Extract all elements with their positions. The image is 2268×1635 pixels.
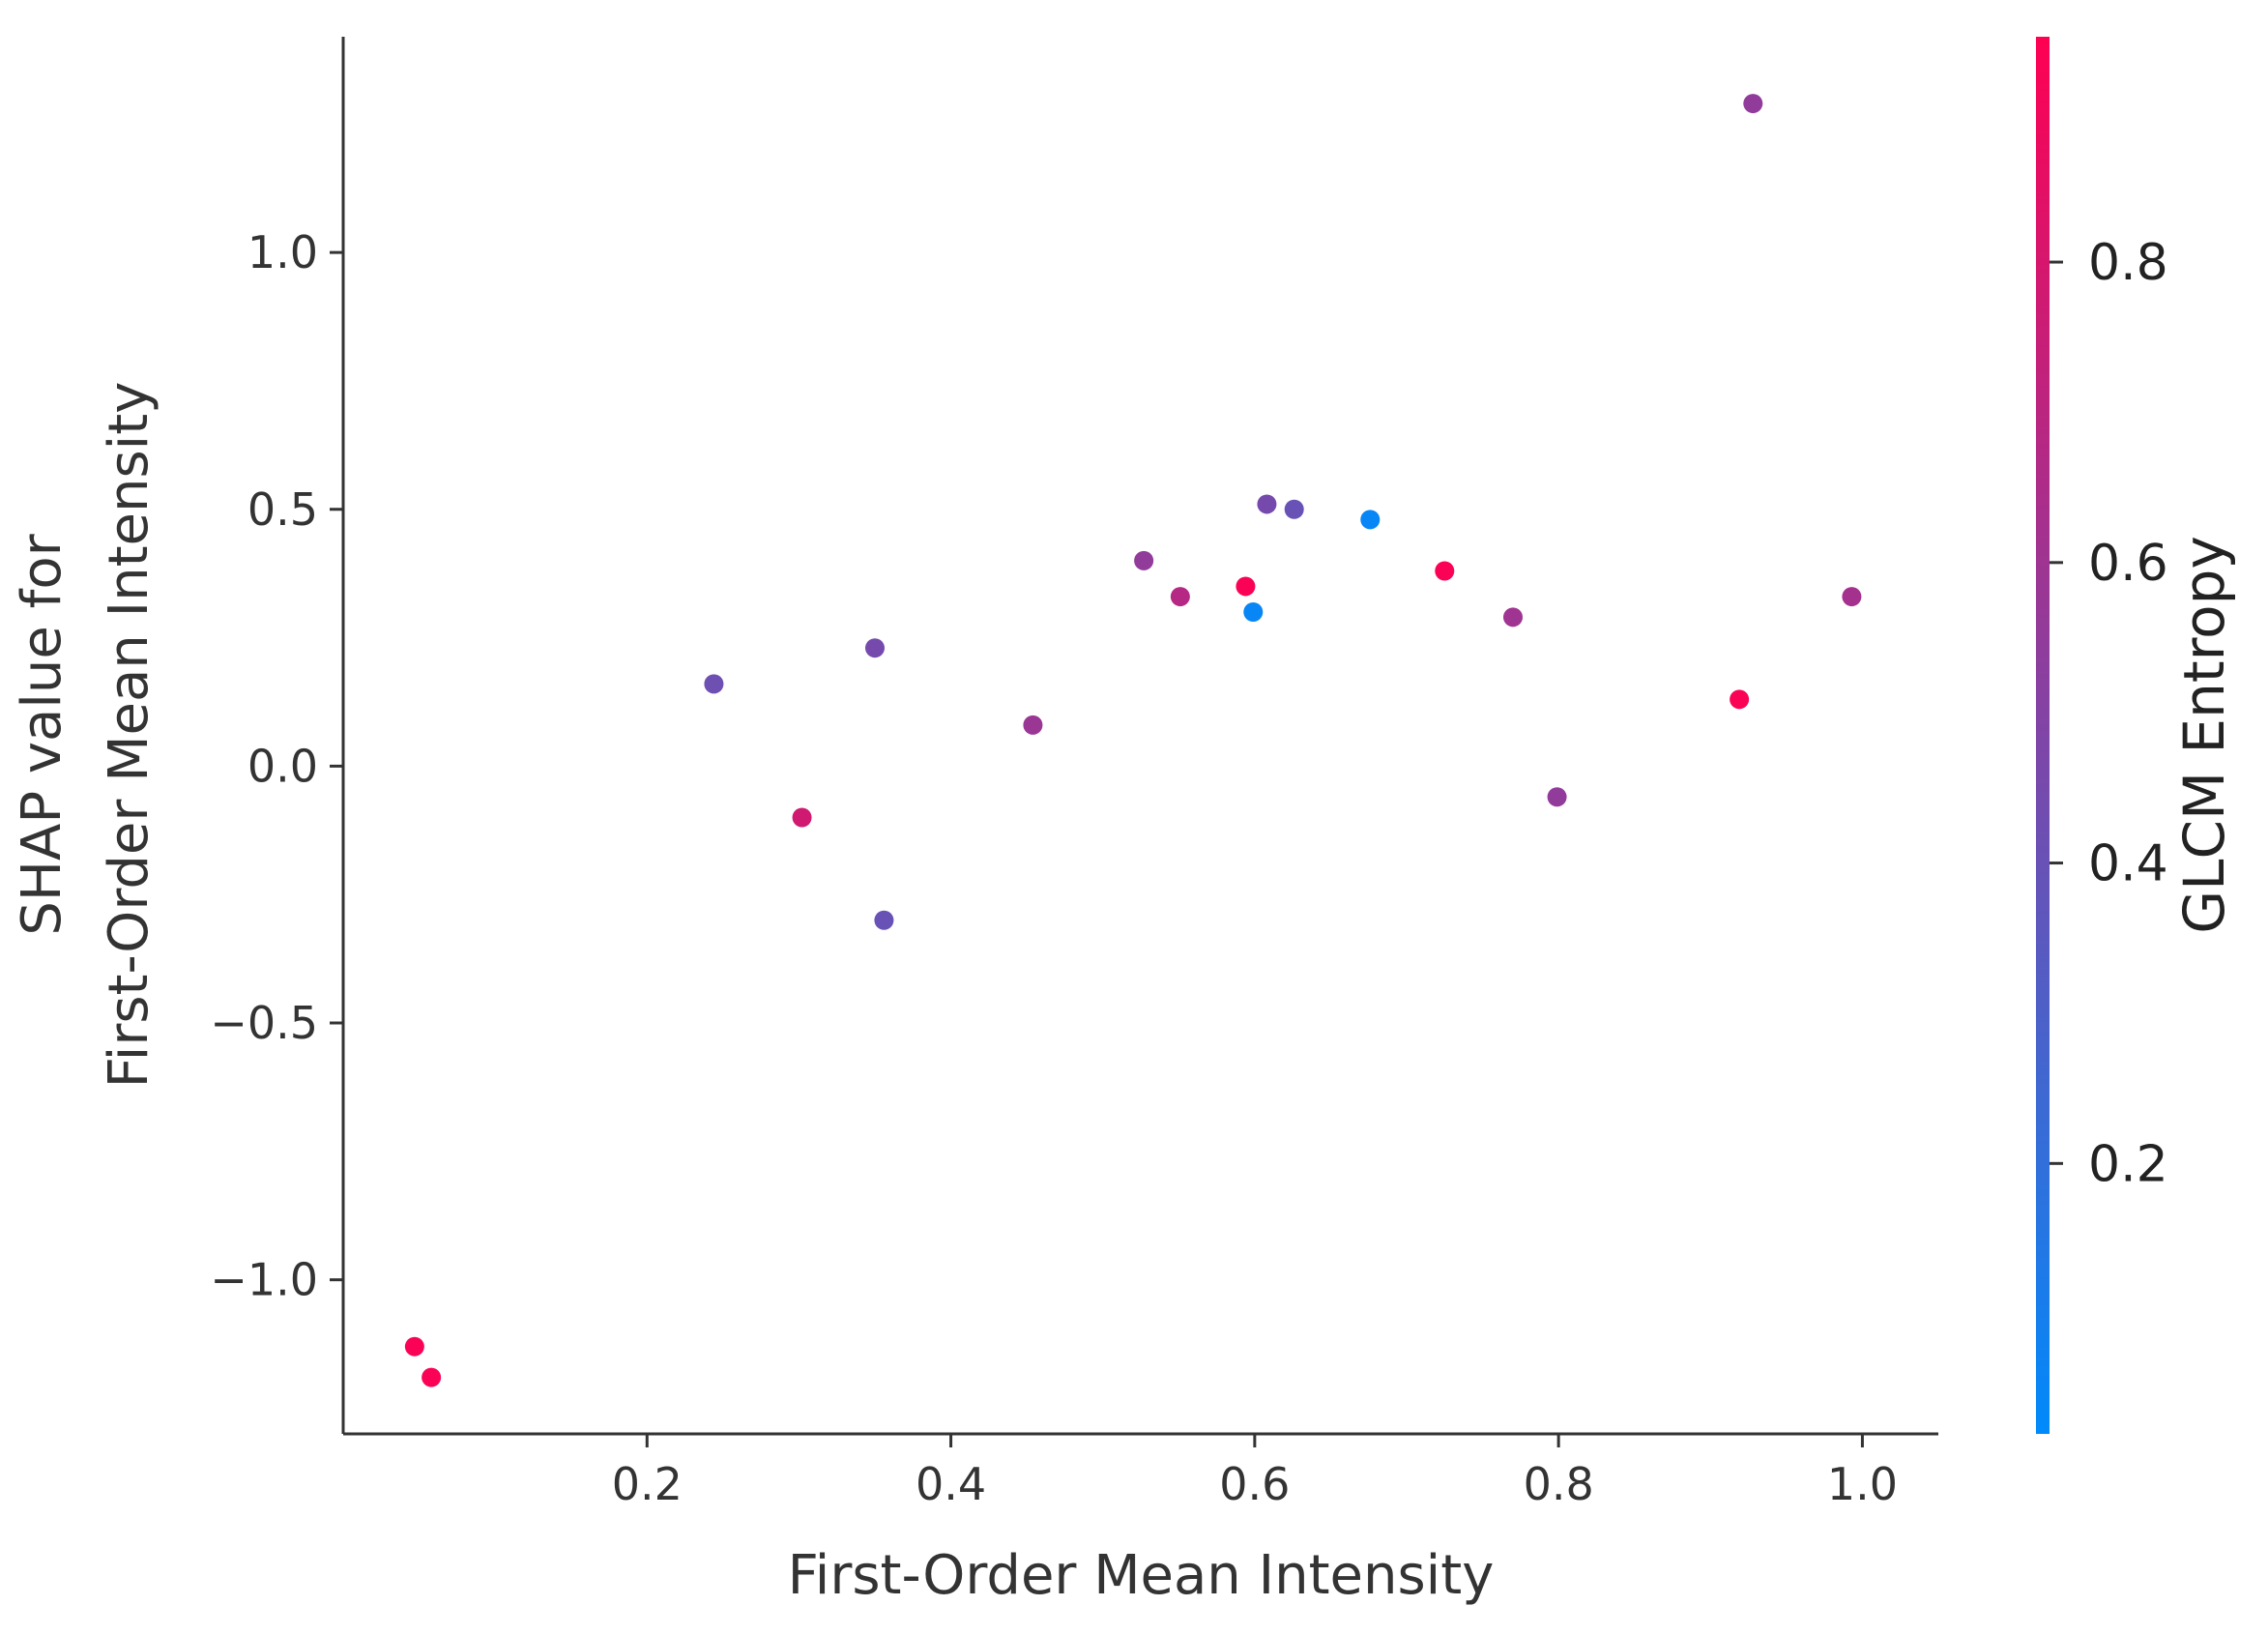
x-tick-label: 1.0 (1827, 1458, 1898, 1510)
scatter-points (404, 94, 1862, 1387)
colorbar-tick-label: 0.6 (2088, 535, 2168, 593)
colorbar-tick-label: 0.2 (2088, 1135, 2168, 1193)
x-axis-ticks: 0.2 0.4 0.6 0.8 1.0 (612, 1434, 1898, 1510)
x-tick-label: 0.6 (1219, 1458, 1290, 1510)
scatter-point (1730, 689, 1750, 710)
scatter-point (792, 807, 812, 828)
y-tick-label: 1.0 (247, 226, 318, 278)
colorbar-ticks: 0.2 0.4 0.6 0.8 (2050, 234, 2168, 1193)
colorbar-tick-label: 0.4 (2088, 835, 2168, 893)
scatter-point (1743, 94, 1763, 114)
scatter-point (1842, 587, 1862, 607)
colorbar-label: GLCM Entropy (2171, 536, 2237, 934)
scatter-point (404, 1336, 424, 1357)
colorbar-tick-label: 0.8 (2088, 234, 2168, 292)
x-axis-label: First-Order Mean Intensity (788, 1544, 1495, 1607)
y-axis-label-line-1: SHAP value for (11, 533, 73, 935)
scatter-point (865, 638, 885, 658)
scatter-point (1236, 576, 1256, 597)
y-tick-label: −1.0 (210, 1254, 318, 1306)
y-tick-label: −0.5 (210, 997, 318, 1049)
scatter-point (704, 674, 724, 694)
scatter-point (1360, 510, 1381, 530)
x-tick-label: 0.4 (916, 1458, 986, 1510)
scatter-point (1257, 494, 1277, 514)
scatter-point (1023, 715, 1043, 735)
scatter-point (1170, 587, 1190, 607)
scatter-point (1435, 561, 1455, 581)
scatter-point (1134, 550, 1154, 570)
scatter-point (1503, 607, 1523, 628)
scatter-point (422, 1367, 442, 1387)
colorbar (2036, 37, 2050, 1434)
scatter-point (874, 910, 894, 930)
y-tick-label: 0.5 (247, 483, 318, 536)
y-axis-ticks: −1.0 −0.5 0.0 0.5 1.0 (210, 226, 343, 1306)
scatter-point (1243, 602, 1264, 622)
x-tick-label: 0.8 (1524, 1458, 1594, 1510)
scatter-point (1547, 787, 1567, 807)
x-tick-label: 0.2 (612, 1458, 683, 1510)
scatter-point (1284, 499, 1304, 519)
y-axis-label-line-2: First-Order Mean Intensity (98, 382, 160, 1089)
y-tick-label: 0.0 (247, 740, 318, 792)
